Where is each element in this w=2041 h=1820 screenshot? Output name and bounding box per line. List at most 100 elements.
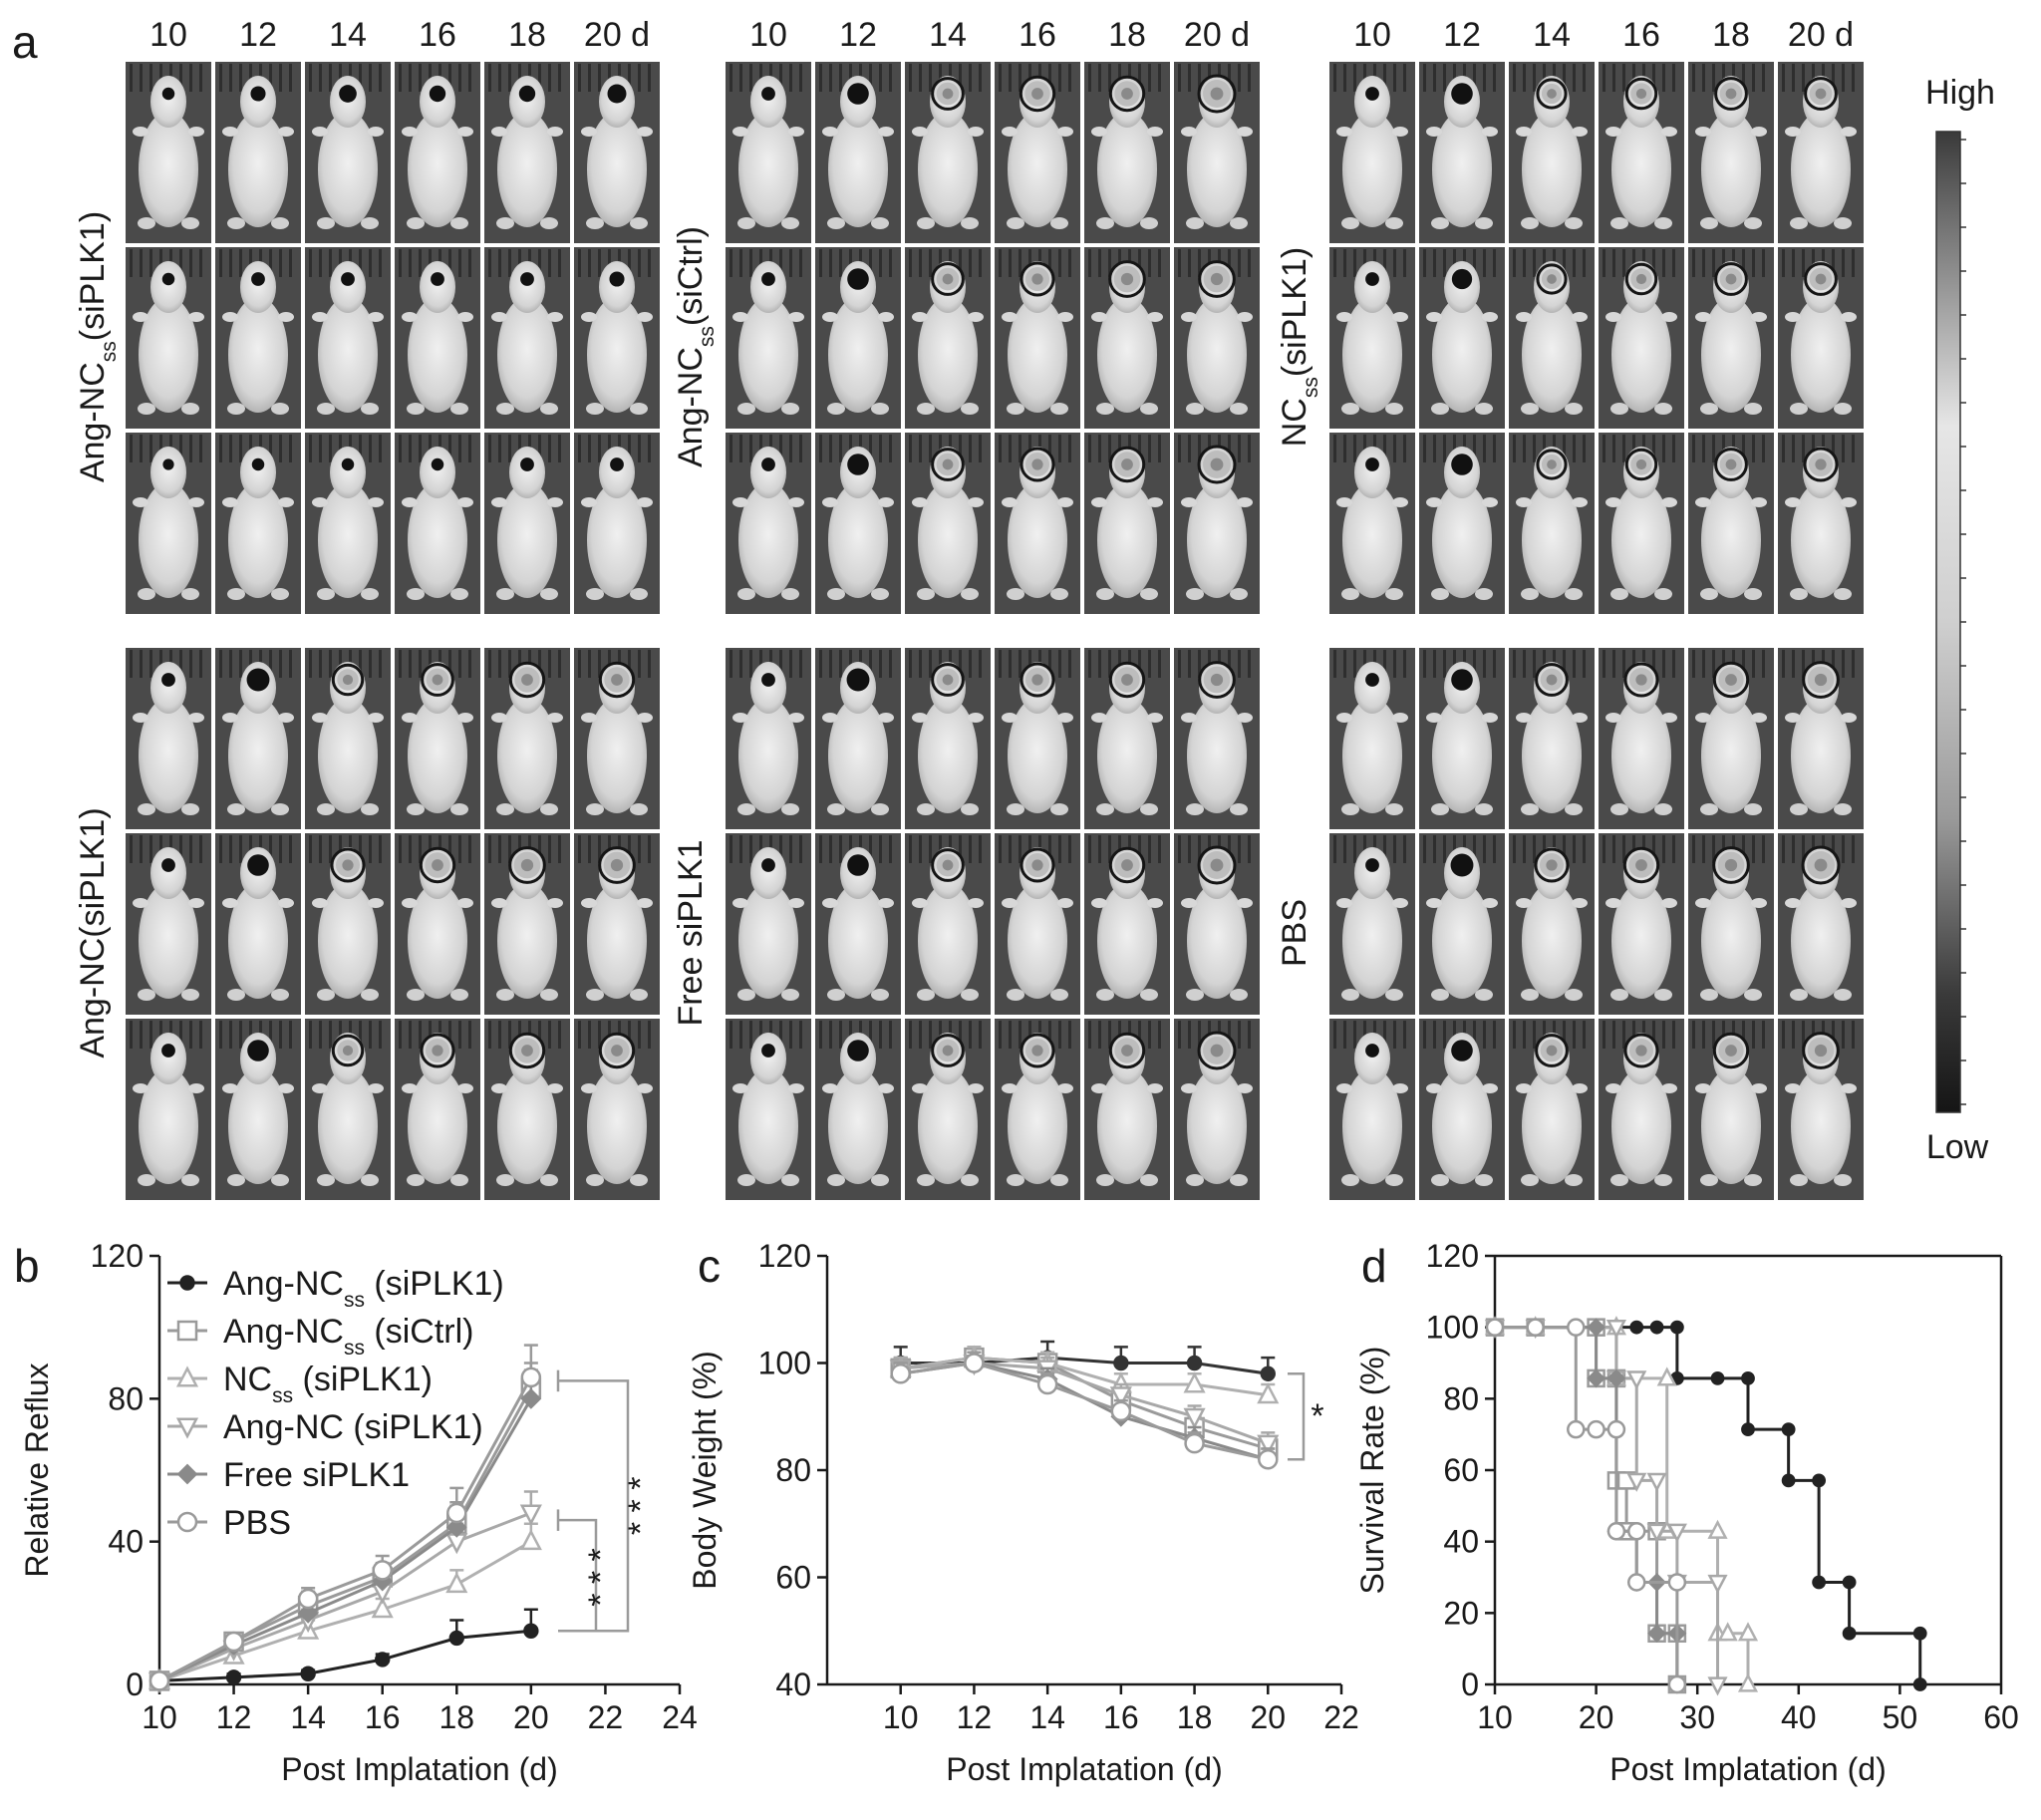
mouse-image-cell xyxy=(1174,648,1260,829)
bioluminescence-signal xyxy=(1108,446,1146,483)
mouse-paw xyxy=(1482,713,1498,723)
x-tick-label: 50 xyxy=(1883,1699,1918,1735)
x-tick-label: 22 xyxy=(1323,1699,1359,1735)
mouse-paw xyxy=(1516,497,1532,507)
signal-dot xyxy=(610,457,624,471)
background-stripe xyxy=(458,64,461,92)
signal-dot xyxy=(341,272,355,286)
background-stripe xyxy=(1138,64,1141,92)
background-stripe xyxy=(979,249,982,277)
marker-filled-circle xyxy=(300,1666,316,1681)
background-stripe xyxy=(749,1021,752,1049)
background-stripe xyxy=(979,435,982,462)
background-stripe xyxy=(409,835,412,863)
background-stripe xyxy=(1832,435,1835,462)
group-label-sub: ss xyxy=(98,341,121,362)
background-stripe xyxy=(889,249,892,277)
signal-dot xyxy=(1365,457,1379,471)
signal-core xyxy=(1546,1045,1558,1057)
signal-ring-outer xyxy=(1803,447,1839,482)
background-stripe xyxy=(849,650,852,678)
mouse-paw xyxy=(732,127,748,137)
signal-core xyxy=(1210,457,1224,471)
mouse-paw xyxy=(1147,898,1163,908)
background-stripe xyxy=(1238,64,1241,92)
background-stripe xyxy=(448,249,451,277)
background-stripe xyxy=(839,249,842,277)
group-block-background xyxy=(726,62,1260,614)
background-stripe xyxy=(1443,64,1446,92)
background-stripe xyxy=(1632,1021,1635,1049)
mouse-foot xyxy=(138,989,155,1001)
background-stripe xyxy=(819,435,822,462)
mouse-foot xyxy=(181,803,199,815)
background-stripe xyxy=(1138,249,1141,277)
background-stripe xyxy=(1068,249,1071,277)
background-stripe xyxy=(1573,435,1576,462)
background-stripe xyxy=(1722,64,1725,92)
mouse-body xyxy=(918,1068,978,1184)
background-stripe xyxy=(1652,835,1655,863)
mouse-paw xyxy=(822,497,838,507)
background-stripe xyxy=(879,64,882,92)
signal-core xyxy=(1815,458,1827,470)
mouse-foot xyxy=(271,217,289,229)
background-stripe xyxy=(468,435,471,462)
background-stripe xyxy=(1108,435,1111,462)
mouse-foot xyxy=(1341,989,1359,1001)
group-label-name: PBS xyxy=(1276,899,1313,967)
mouse-paw xyxy=(581,898,597,908)
signal-dot xyxy=(847,268,869,290)
background-stripe xyxy=(1353,1021,1356,1049)
mouse-paw xyxy=(1392,1083,1408,1093)
mouse-foot xyxy=(496,803,514,815)
background-stripe xyxy=(1108,64,1111,92)
signal-core xyxy=(1814,858,1828,872)
mouse-foot xyxy=(1654,217,1672,229)
background-stripe xyxy=(1423,435,1426,462)
mouse-paw xyxy=(1605,312,1621,322)
background-stripe xyxy=(1238,435,1241,462)
background-stripe xyxy=(1138,435,1141,462)
mouse-body xyxy=(587,698,647,813)
background-stripe xyxy=(1353,650,1356,678)
mouse-paw xyxy=(1392,713,1408,723)
background-stripe xyxy=(1692,249,1695,277)
background-stripe xyxy=(1742,64,1745,92)
mouse-paw xyxy=(368,312,384,322)
background-stripe xyxy=(289,1021,292,1049)
x-axis-label: Post Implatation (d) xyxy=(281,1751,557,1787)
background-stripe xyxy=(1812,435,1815,462)
mouse-body xyxy=(1791,1068,1851,1184)
mouse-foot xyxy=(1790,989,1808,1001)
bioluminescence-signal xyxy=(508,661,546,699)
panel-b-label: b xyxy=(14,1240,40,1292)
mouse-foot xyxy=(827,217,845,229)
mouse-image-cell xyxy=(484,833,570,1015)
mouse-foot xyxy=(871,217,889,229)
mouse-foot xyxy=(1096,588,1114,600)
mouse-image-cell xyxy=(1599,1019,1684,1200)
mouse-body xyxy=(1522,482,1582,598)
background-stripe xyxy=(1483,249,1486,277)
background-stripe xyxy=(929,650,932,678)
background-stripe xyxy=(468,1021,471,1049)
mouse-paw xyxy=(222,312,238,322)
mouse-foot xyxy=(961,588,979,600)
background-stripe xyxy=(1248,435,1251,462)
background-stripe xyxy=(548,435,551,462)
marker-open-circle xyxy=(1485,1318,1505,1337)
mouse-foot xyxy=(917,588,935,600)
mouse-foot xyxy=(630,588,648,600)
signal-dot xyxy=(251,272,265,286)
background-stripe xyxy=(399,249,402,277)
x-tick-label: 14 xyxy=(1029,1699,1065,1735)
mouse-foot xyxy=(450,1174,468,1186)
mouse-foot xyxy=(1050,989,1068,1001)
mouse-paw xyxy=(637,312,653,322)
background-stripe xyxy=(1692,64,1695,92)
background-stripe xyxy=(399,435,402,462)
bioluminescence-signal xyxy=(341,457,355,471)
background-stripe xyxy=(749,835,752,863)
mouse-foot xyxy=(1790,1174,1808,1186)
